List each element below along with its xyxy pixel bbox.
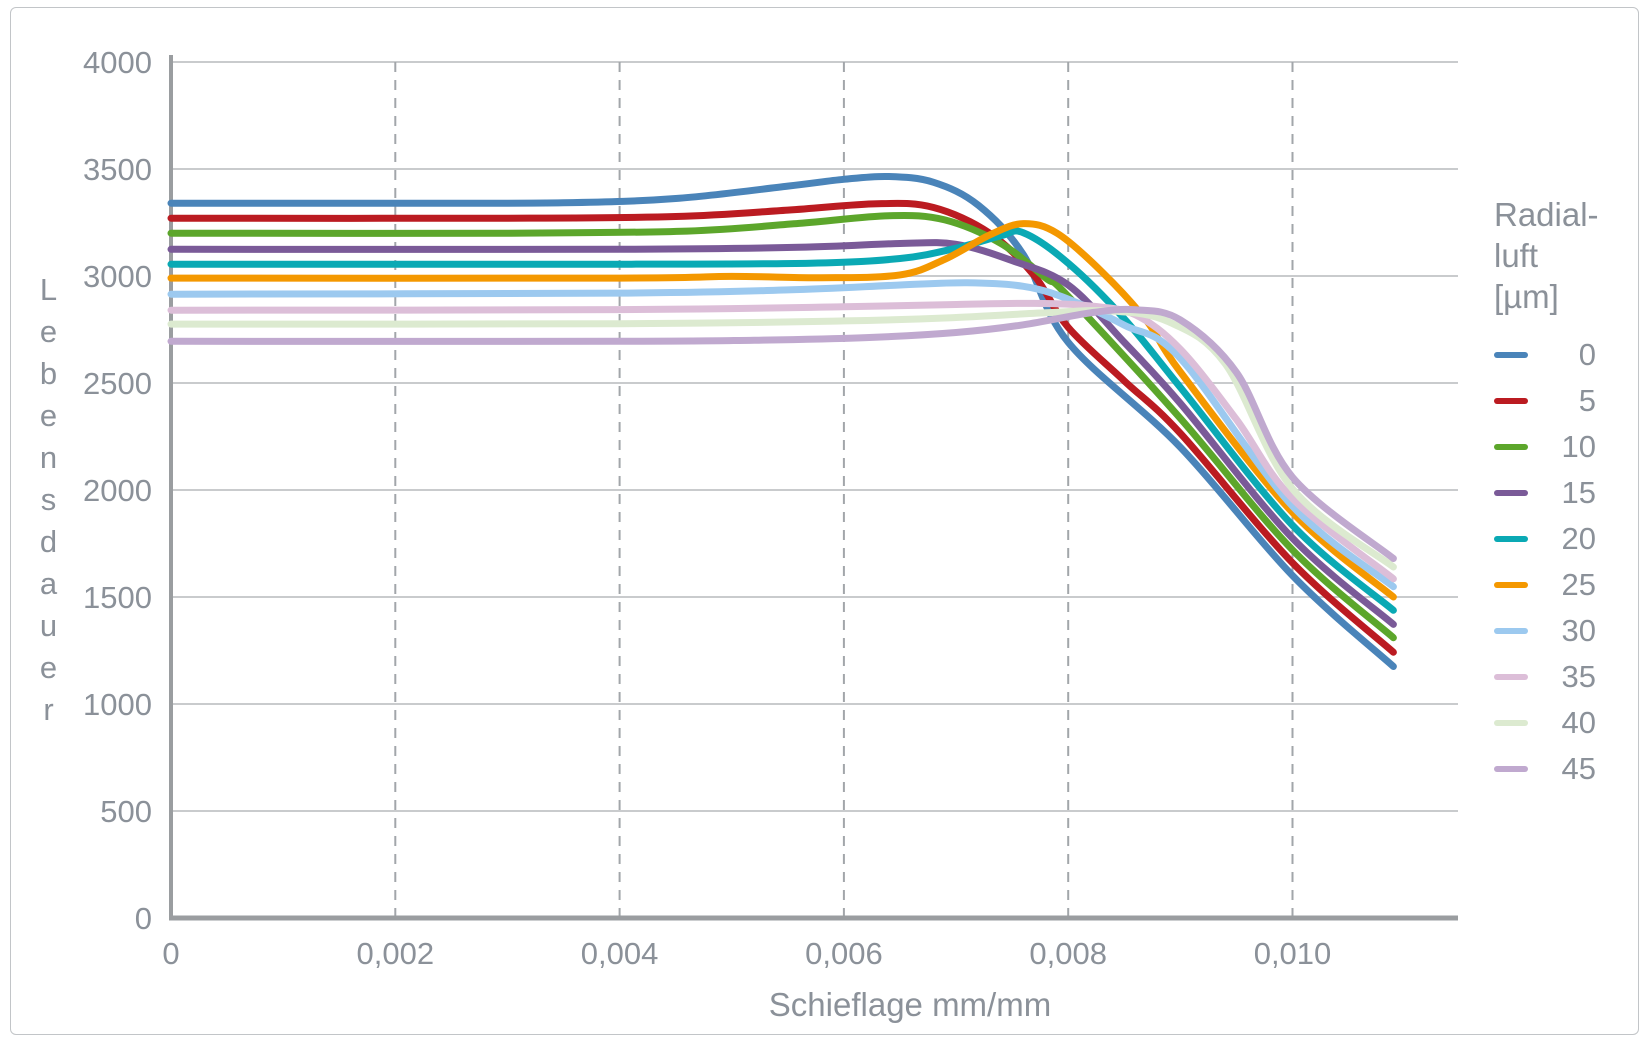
series-line-25	[167, 220, 1397, 601]
legend-item-label: 35	[1561, 659, 1596, 694]
y-tick-label: 0	[135, 901, 152, 936]
legend-item: 5	[1494, 383, 1596, 418]
legend-swatch	[1494, 398, 1528, 404]
series-line-35	[167, 299, 1397, 583]
legend-swatch	[1494, 628, 1528, 634]
legend-item: 15	[1494, 475, 1596, 510]
legend-title: Radial- luft [µm]	[1494, 194, 1599, 317]
x-tick-label: 0,004	[581, 936, 659, 971]
legend-item-label: 45	[1561, 751, 1596, 786]
y-tick-label: 500	[100, 794, 152, 829]
y-axis-title: Lebensdauer	[31, 272, 66, 734]
legend-item-label: 15	[1561, 475, 1596, 510]
y-tick-label: 2500	[83, 366, 152, 401]
series-line-30	[167, 279, 1397, 591]
x-tick-label: 0,006	[805, 936, 883, 971]
legend-item-label: 30	[1561, 613, 1596, 648]
x-tick-label: 0,010	[1254, 936, 1332, 971]
legend-swatch	[1494, 674, 1528, 680]
y-tick-label: 4000	[83, 45, 152, 80]
y-tick-label: 3000	[83, 259, 152, 294]
series-line-15	[167, 239, 1397, 628]
legend-swatch	[1494, 536, 1528, 542]
series-line-0	[167, 172, 1397, 670]
legend-swatch	[1494, 444, 1528, 450]
legend-item: 40	[1494, 705, 1596, 740]
legend-item: 30	[1494, 613, 1596, 648]
legend-swatch	[1494, 720, 1528, 726]
x-tick-label: 0	[162, 936, 179, 971]
legend-item-label: 10	[1561, 429, 1596, 464]
legend-item: 45	[1494, 751, 1596, 786]
legend-item-label: 25	[1561, 567, 1596, 602]
y-tick-label: 1500	[83, 580, 152, 615]
legend-title-line: [µm]	[1494, 278, 1559, 315]
series-line-40	[167, 307, 1397, 571]
legend-item-label: 5	[1578, 383, 1596, 418]
legend-item-label: 40	[1561, 705, 1596, 740]
y-tick-label: 1000	[83, 687, 152, 722]
legend-items: 0 5 10 15 20 25 30 35 40 45	[1494, 337, 1596, 786]
legend-swatch	[1494, 352, 1528, 358]
x-tick-label: 0,002	[357, 936, 435, 971]
legend-swatch	[1494, 490, 1528, 496]
x-tick-label: 0,008	[1029, 936, 1107, 971]
legend: Radial- luft [µm] 0 5 10 15 20 25 30 35 40 45	[1494, 194, 1599, 786]
y-tick-label: 2000	[83, 473, 152, 508]
series-line-20	[167, 227, 1397, 614]
series-line-10	[167, 211, 1397, 642]
legend-item: 0	[1494, 337, 1596, 372]
legend-item: 25	[1494, 567, 1596, 602]
series-line-45	[167, 305, 1397, 562]
legend-item: 10	[1494, 429, 1596, 464]
series-line-5	[167, 199, 1397, 656]
legend-item: 35	[1494, 659, 1596, 694]
legend-swatch	[1494, 766, 1528, 772]
x-axis-title: Schieflage mm/mm	[768, 986, 1052, 1023]
legend-item: 20	[1494, 521, 1596, 556]
legend-title-line: Radial-	[1494, 196, 1599, 233]
legend-title-line: luft	[1494, 237, 1539, 274]
legend-item-label: 0	[1578, 337, 1596, 372]
y-tick-label: 3500	[83, 152, 152, 187]
legend-item-label: 20	[1561, 521, 1596, 556]
legend-swatch	[1494, 582, 1528, 588]
